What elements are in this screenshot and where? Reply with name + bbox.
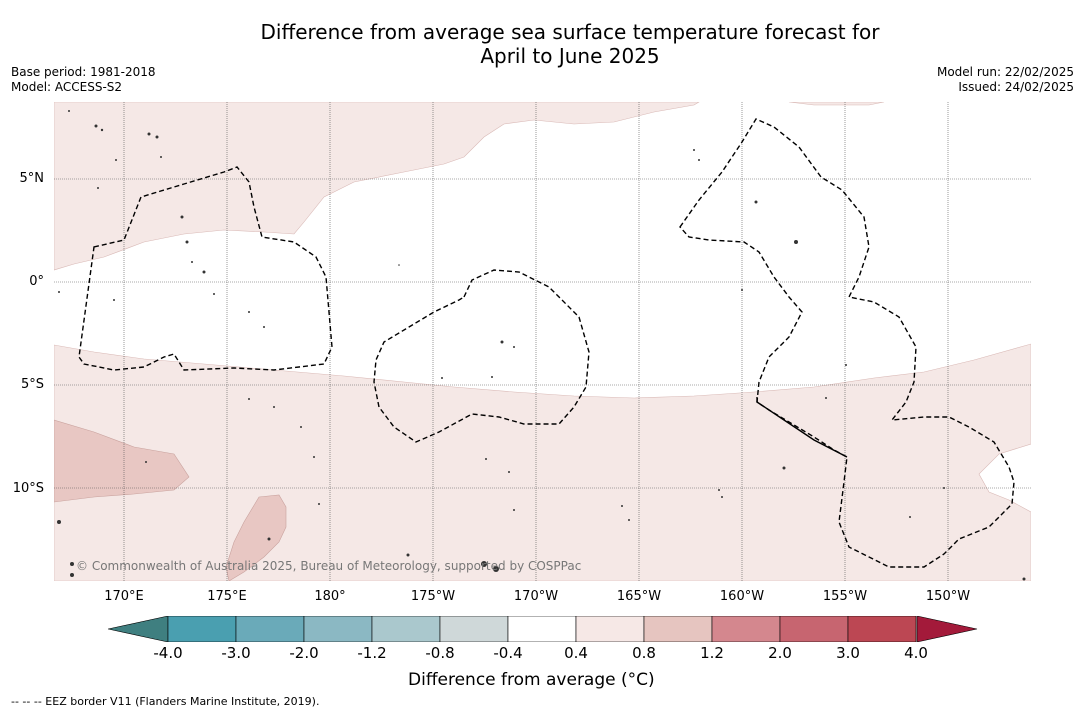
solid-boundary [756,401,848,458]
colorbar-bin [507,615,577,643]
colorbar-bin [847,615,917,643]
colorbar-bin [711,615,781,643]
cb-tick-10: 3.0 [836,644,860,662]
colorbar-bin [235,615,305,643]
anomaly-region-south [54,343,1031,581]
copyright-notice: © Commonwealth of Australia 2025, Bureau… [76,559,582,573]
colorbar-under-arrow [107,615,169,643]
colorbar-bin [303,615,373,643]
map-title: Difference from average sea surface temp… [0,20,1085,68]
cb-tick-0: -4.0 [153,644,183,662]
lon-label-155w: 155°W [822,589,868,604]
eez-borders [78,118,1015,568]
sst-anomaly-map[interactable]: © Commonwealth of Australia 2025, Bureau… [54,102,1031,581]
warm-patch-west [54,419,190,503]
lon-label-175e: 175°E [207,589,247,604]
anomaly-region-northeast [788,102,885,106]
cb-tick-11: 4.0 [904,644,928,662]
cb-tick-8: 1.2 [700,644,724,662]
model-name: Model: ACCESS-S2 [11,80,123,94]
lat-label-5s: 5°S [20,377,44,392]
lon-label-175w: 175°W [410,589,456,604]
colorbar-over-arrow [916,615,978,643]
colorbar-bin [167,615,237,643]
colorbar-bin [779,615,849,643]
islands [57,110,1026,581]
model-run-date: Model run: 22/02/2025 [936,65,1074,79]
issued-date: Issued: 24/02/2025 [958,80,1074,94]
cb-tick-2: -2.0 [289,644,319,662]
cb-tick-5: -0.4 [493,644,523,662]
map-title-line1: Difference from average sea surface temp… [260,20,880,44]
lat-label-10s: 10°S [12,481,44,496]
cb-tick-9: 2.0 [768,644,792,662]
lon-label-170w: 170°W [513,589,559,604]
cb-tick-3: -1.2 [357,644,387,662]
colorbar-label: Difference from average (°C) [408,670,655,690]
lon-label-170e: 170°E [104,589,144,604]
graticule [54,102,1031,581]
cb-tick-7: 0.8 [632,644,656,662]
colorbar [107,615,978,646]
lon-label-150w: 150°W [925,589,971,604]
colorbar-bin [643,615,713,643]
run-info: Model run: 22/02/2025 Issued: 24/02/2025 [937,65,1074,95]
colorbar-bin [371,615,441,643]
map-title-line2: April to June 2025 [480,44,660,68]
cb-tick-6: 0.4 [564,644,588,662]
eez-footnote: -- -- -- EEZ border V11 (Flanders Marine… [11,695,320,708]
colorbar-bin [575,615,645,643]
lon-label-160w: 160°W [719,589,765,604]
cb-tick-1: -3.0 [221,644,251,662]
lat-label-5n: 5°N [19,171,45,186]
lat-label-0: 0° [29,274,44,289]
lon-label-165w: 165°W [616,589,662,604]
colorbar-bin [439,615,509,643]
cb-tick-4: -0.8 [425,644,455,662]
base-period: Base period: 1981-2018 [11,65,156,79]
lon-label-180: 180° [314,589,346,604]
warm-patch-south [225,494,287,581]
model-info: Base period: 1981-2018 Model: ACCESS-S2 [11,65,156,95]
anomaly-region-north [54,102,700,271]
